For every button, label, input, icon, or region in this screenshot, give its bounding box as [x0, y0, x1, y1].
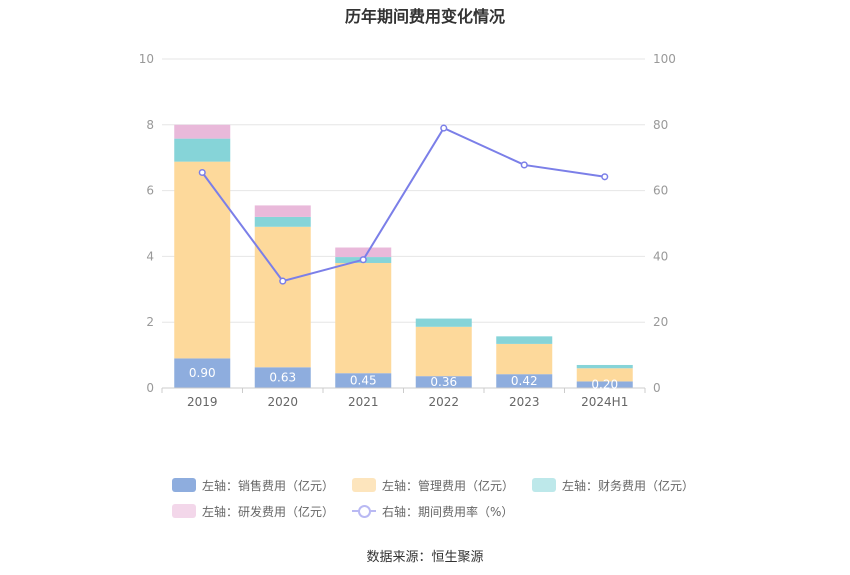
left-axis-tick: 4 [146, 249, 154, 263]
right-axis-tick: 80 [653, 118, 668, 132]
bar-segment [174, 358, 231, 388]
right-axis-tick: 40 [653, 249, 668, 263]
data-label: 0.36 [430, 375, 457, 389]
left-axis-tick: 2 [146, 315, 154, 329]
bar-segment [335, 262, 392, 374]
x-axis-tick: 2021 [348, 395, 379, 409]
chart-title: 历年期间费用变化情况 [344, 7, 505, 26]
x-axis-tick: 2019 [187, 395, 218, 409]
bar-segment [335, 247, 392, 258]
data-label: 0.20 [591, 378, 618, 392]
bar-segment [174, 138, 231, 162]
data-label: 0.45 [350, 374, 377, 388]
x-axis-tick: 2024H1 [581, 395, 628, 409]
expense-rate-point [198, 168, 206, 177]
bar-segment [254, 216, 311, 227]
expense-rate-point [440, 124, 448, 132]
left-axis-tick: 10 [139, 52, 154, 66]
legend-swatch-sales [172, 478, 196, 492]
legend-item-expense-rate[interactable]: 右轴：期间费用率（%） [352, 503, 513, 520]
bar-segment [496, 336, 553, 344]
data-label: 0.42 [511, 374, 538, 388]
x-axis-tick: 2022 [428, 395, 459, 409]
expense-rate-line [201, 126, 605, 283]
bar-segment [174, 161, 231, 359]
data-source: 数据来源：恒生聚源 [366, 550, 484, 565]
legend: 左轴：销售费用（亿元） 左轴：管理费用（亿元） 左轴：财务费用（亿元） 左轴：研… [172, 472, 694, 524]
x-axis-tick: 2023 [509, 395, 540, 409]
bar-segment [496, 343, 553, 375]
right-axis-tick: 100 [653, 52, 676, 66]
bar-segment [254, 226, 311, 368]
legend-label-finance: 左轴：财务费用（亿元） [562, 478, 695, 493]
bar-segment [254, 367, 311, 388]
legend-label-admin: 左轴：管理费用（亿元） [382, 478, 515, 493]
expense-rate-point [520, 161, 528, 169]
expense-rate-point [359, 256, 367, 264]
legend-label-sales: 左轴：销售费用（亿元） [202, 478, 335, 493]
legend-item-admin[interactable]: 左轴：管理费用（亿元） [352, 477, 514, 494]
expense-rate-point [279, 277, 287, 285]
x-axis-tick: 2020 [267, 395, 298, 409]
bar-segment [415, 326, 472, 377]
legend-swatch-expense-rate [352, 504, 377, 518]
bar-segment [415, 376, 472, 388]
right-axis-tick: 0 [653, 381, 661, 395]
bar-segment [415, 318, 472, 327]
left-axis-tick: 6 [146, 184, 154, 198]
bar-segment [576, 364, 633, 369]
legend-swatch-finance [532, 478, 557, 492]
right-axis-tick: 60 [653, 184, 668, 198]
legend-label-rnd: 左轴：研发费用（亿元） [202, 504, 335, 519]
bar-segment [254, 205, 311, 217]
bar-segment [174, 124, 231, 139]
data-label: 0.90 [189, 366, 216, 380]
legend-item-rnd[interactable]: 左轴：研发费用（亿元） [172, 503, 334, 520]
data-label: 0.63 [269, 371, 296, 385]
left-axis-tick: 8 [146, 118, 154, 132]
bar-segment [335, 373, 392, 388]
bar-segment [576, 368, 633, 382]
bar-segment [496, 374, 553, 388]
legend-label-expense-rate: 右轴：期间费用率（%） [382, 504, 514, 519]
legend-item-sales[interactable]: 左轴：销售费用（亿元） [172, 477, 334, 494]
legend-swatch-admin [352, 478, 377, 492]
legend-item-finance[interactable]: 左轴：财务费用（亿元） [532, 477, 694, 494]
expense-rate-point [601, 173, 609, 181]
legend-swatch-rnd [172, 504, 196, 518]
left-axis-tick: 0 [146, 381, 154, 395]
bar-segment [576, 381, 633, 388]
right-axis-tick: 20 [653, 315, 668, 329]
